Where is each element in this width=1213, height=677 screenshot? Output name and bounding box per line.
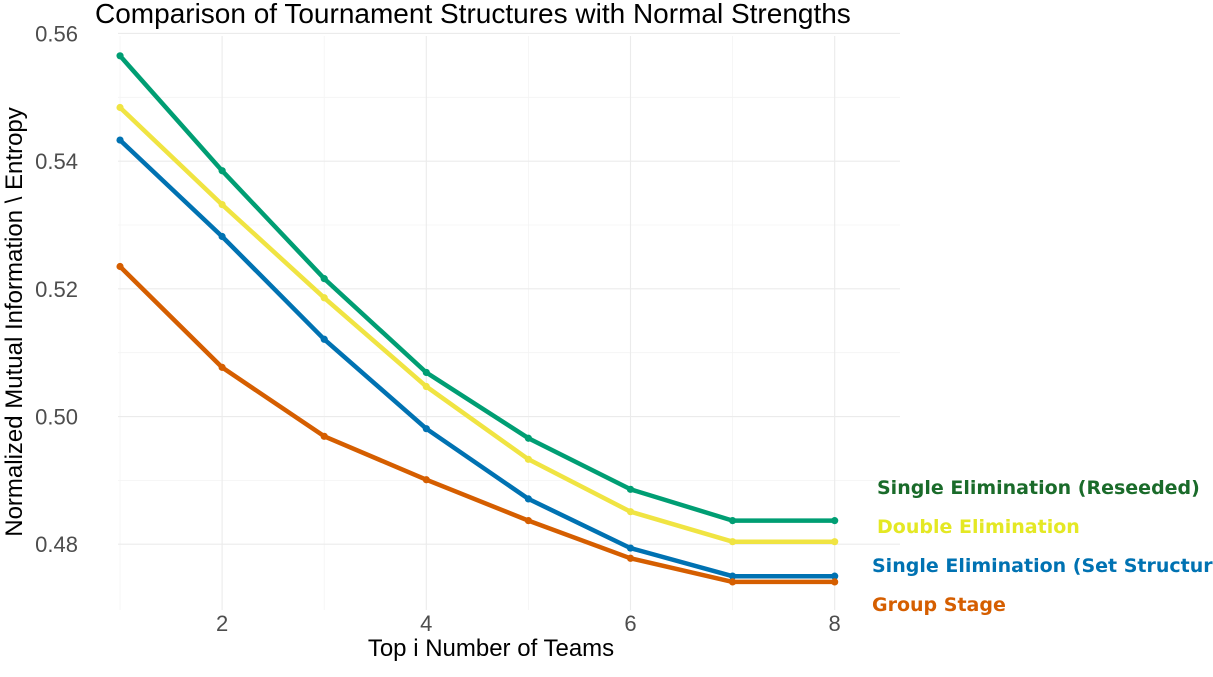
data-point	[422, 425, 430, 433]
x-tick-label: 8	[829, 611, 841, 636]
data-point	[626, 485, 635, 493]
data-point	[422, 368, 430, 377]
data-point	[116, 136, 124, 144]
data-point	[218, 200, 226, 209]
grid	[118, 32, 900, 610]
y-axis-title: Normalized Mutual Information \ Entropy	[1, 107, 28, 537]
series-1	[116, 103, 839, 546]
data-point	[728, 578, 737, 586]
x-axis-title: Top i Number of Teams	[368, 635, 614, 662]
series-line	[117, 137, 837, 579]
series-lines	[116, 52, 839, 586]
data-point	[831, 578, 839, 586]
x-axis-ticks: 2 4 6 8	[216, 611, 841, 636]
data-point	[320, 275, 328, 283]
y-tick-label: 0.52	[35, 277, 78, 302]
series-label: Single Elimination (Set Structure)	[872, 555, 1213, 577]
data-point	[116, 103, 124, 112]
series-label: Double Elimination	[877, 516, 1080, 538]
data-point	[728, 538, 737, 546]
data-point	[320, 432, 328, 440]
data-point	[626, 554, 635, 562]
x-tick-label: 4	[420, 611, 432, 636]
data-point	[831, 538, 839, 546]
series-label: Group Stage	[872, 594, 1006, 616]
y-tick-label: 0.48	[35, 532, 78, 557]
data-point	[320, 294, 328, 302]
data-point	[320, 335, 328, 343]
data-point	[728, 517, 737, 525]
data-point	[728, 572, 737, 580]
series-labels: Single Elimination (Reseeded) Double Elim…	[872, 477, 1213, 616]
y-axis-ticks: 0.48 0.50 0.52 0.54 0.56	[35, 21, 78, 557]
series-3	[116, 262, 839, 586]
data-point	[626, 508, 635, 516]
data-point	[422, 382, 430, 391]
data-point	[218, 167, 226, 175]
y-tick-label: 0.50	[35, 405, 78, 430]
series-line	[117, 53, 837, 523]
data-point	[218, 232, 226, 241]
data-point	[116, 52, 124, 60]
series-0	[116, 52, 839, 525]
series-line	[117, 264, 837, 585]
y-tick-label: 0.54	[35, 149, 78, 174]
data-point	[524, 455, 532, 463]
series-2	[116, 136, 839, 580]
y-tick-label: 0.56	[35, 21, 78, 46]
data-point	[524, 517, 532, 525]
data-point	[218, 363, 226, 371]
series-line	[117, 105, 837, 544]
data-point	[524, 495, 532, 503]
x-tick-label: 6	[624, 611, 636, 636]
data-point	[831, 517, 839, 525]
chart-title: Comparison of Tournament Structures with…	[95, 0, 851, 29]
data-point	[831, 572, 839, 580]
series-label: Single Elimination (Reseeded)	[877, 477, 1200, 499]
data-point	[626, 544, 635, 552]
data-point	[422, 476, 430, 484]
data-point	[116, 262, 124, 271]
x-tick-label: 2	[216, 611, 228, 636]
data-point	[524, 434, 532, 442]
